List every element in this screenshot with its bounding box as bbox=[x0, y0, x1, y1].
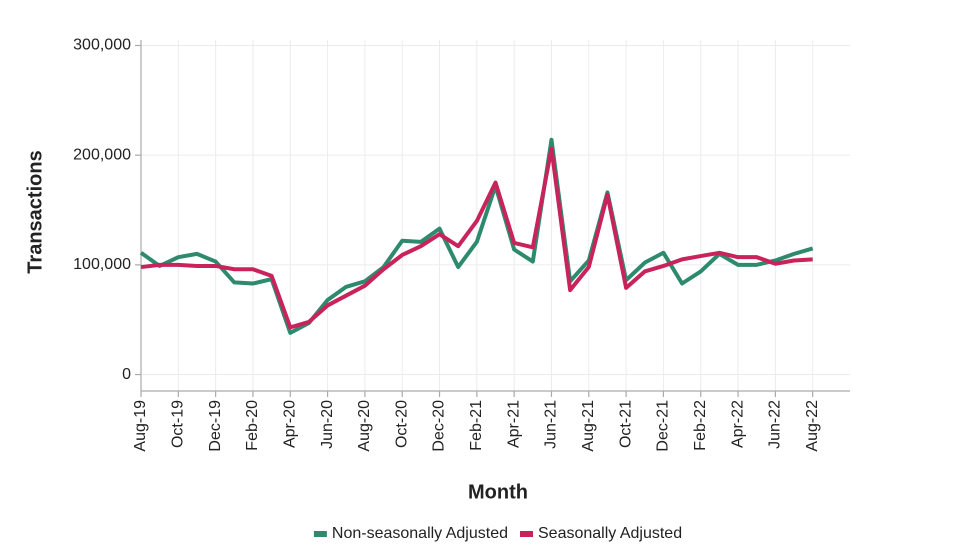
legend-swatch bbox=[313, 531, 327, 537]
x-tick-label: Oct-21 bbox=[617, 400, 634, 448]
y-tick-label: 100,000 bbox=[73, 256, 131, 273]
legend-label: Seasonally Adjusted bbox=[538, 525, 682, 542]
x-tick-label: Apr-21 bbox=[505, 400, 522, 448]
x-tick-label: Jun-21 bbox=[543, 400, 560, 449]
x-tick-label: Feb-21 bbox=[468, 400, 485, 451]
x-tick-label: Apr-20 bbox=[281, 400, 298, 448]
y-tick-label: 300,000 bbox=[73, 37, 131, 54]
x-tick-label: Dec-19 bbox=[207, 400, 224, 452]
x-tick-label: Dec-20 bbox=[431, 400, 448, 452]
x-axis-title: Month bbox=[468, 481, 528, 503]
x-tick-label: Oct-19 bbox=[170, 400, 187, 448]
x-tick-label: Aug-21 bbox=[580, 400, 597, 452]
series-line bbox=[139, 137, 814, 335]
x-tick-label: Jun-22 bbox=[767, 400, 784, 449]
legend-swatch bbox=[520, 531, 533, 537]
x-tick-label: Apr-22 bbox=[729, 400, 746, 448]
y-axis-title: Transactions bbox=[24, 150, 46, 273]
series-line bbox=[140, 146, 813, 330]
x-tick-label: Feb-20 bbox=[244, 400, 261, 451]
x-tick-label: Aug-22 bbox=[804, 400, 821, 452]
x-tick-label: Feb-22 bbox=[692, 400, 709, 451]
x-tick-label: Aug-20 bbox=[356, 400, 373, 452]
x-tick-label: Aug-19 bbox=[132, 400, 149, 452]
x-tick-label: Jun-20 bbox=[319, 400, 336, 449]
y-tick-label: 0 bbox=[122, 366, 131, 383]
y-tick-label: 200,000 bbox=[73, 146, 131, 163]
legend-label: Non-seasonally Adjusted bbox=[332, 525, 508, 542]
x-tick-label: Dec-21 bbox=[655, 400, 672, 452]
x-tick-label: Oct-20 bbox=[393, 400, 410, 448]
